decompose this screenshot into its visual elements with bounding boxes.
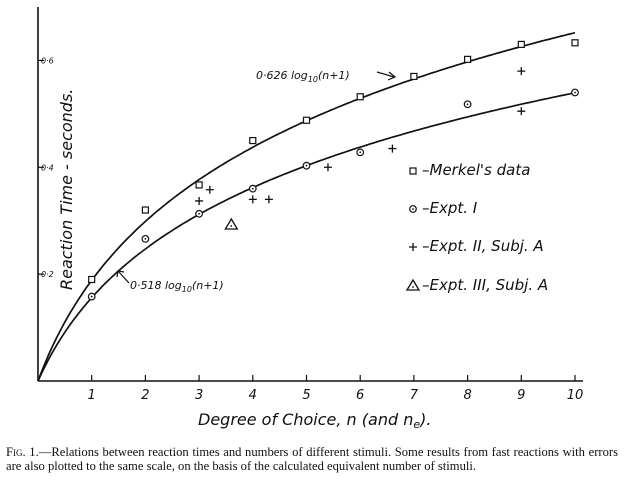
legend-marker-triangle bbox=[405, 278, 421, 291]
caption-text: —Relations between reaction times and nu… bbox=[6, 445, 618, 473]
x-tick-label: 2 bbox=[141, 388, 149, 403]
data-point-circle bbox=[248, 184, 257, 193]
data-point-circle bbox=[302, 161, 311, 170]
y-tick-label: 0·6 bbox=[41, 56, 54, 65]
curve-upper-arrowhead bbox=[387, 71, 397, 81]
data-point-square bbox=[302, 116, 311, 124]
chart: 1 2 3 4 5 6 7 8 9 10 0·2 0·4 0·6 0·626 log10(n+1) 0·5… bbox=[37, 7, 584, 431]
data-point-circle bbox=[463, 100, 472, 109]
x-tick-label: 9 bbox=[517, 388, 525, 403]
legend-marker-plus bbox=[409, 243, 417, 251]
data-point-circle bbox=[571, 88, 579, 97]
x-tick-label: 3 bbox=[195, 388, 203, 403]
legend-item: –Merkel's data bbox=[409, 161, 530, 179]
data-point-plus bbox=[195, 196, 204, 205]
circle-dot bbox=[305, 164, 308, 167]
circle-dot bbox=[412, 208, 414, 210]
data-point-square bbox=[464, 55, 472, 63]
series-plus bbox=[195, 67, 526, 205]
legend: –Merkel's data –Expt. I –Expt. II, Subj. A… bbox=[405, 161, 548, 294]
x-tick-label: 7 bbox=[410, 388, 419, 403]
data-point-square bbox=[517, 40, 525, 49]
triangle-outline bbox=[224, 217, 239, 230]
data-point-square bbox=[88, 275, 96, 284]
curve-lower-pointer bbox=[117, 270, 130, 284]
y-tick-label: 0·4 bbox=[41, 163, 54, 172]
y-axis-label: Reaction Time - seconds. bbox=[57, 89, 76, 290]
y-tick-label: 0·2 bbox=[41, 270, 54, 279]
data-point-plus bbox=[517, 67, 526, 76]
series-square bbox=[88, 39, 579, 284]
x-tick-label: 5 bbox=[302, 388, 310, 403]
data-point-circle bbox=[141, 234, 150, 243]
circle-dot bbox=[144, 237, 147, 240]
data-point-square bbox=[141, 206, 149, 214]
x-tick-label: 10 bbox=[567, 388, 584, 403]
circle-dot bbox=[466, 103, 469, 106]
x-tick-label: 8 bbox=[463, 388, 471, 403]
curve-lower-label: 0·518 log10(n+1) bbox=[130, 279, 224, 294]
curve-lower-arrowhead bbox=[116, 270, 125, 278]
triangle-dot bbox=[230, 225, 233, 227]
fitted-curves: 0·626 log10(n+1) 0·518 log10(n+1) bbox=[37, 31, 576, 382]
triangle-outline bbox=[405, 278, 421, 291]
legend-marker-square bbox=[409, 167, 417, 175]
triangle-dot bbox=[412, 286, 414, 288]
data-point-square bbox=[410, 72, 418, 81]
legend-label: –Expt. II, Subj. A bbox=[422, 237, 544, 255]
x-axis-label: Degree of Choice, n (and ne). bbox=[198, 410, 431, 431]
data-point-triangle bbox=[224, 217, 239, 230]
caption-lead: Fig. 1. bbox=[6, 445, 39, 459]
data-point-plus bbox=[264, 195, 273, 204]
x-tick-label: 4 bbox=[249, 388, 257, 403]
data-point-plus bbox=[517, 107, 526, 116]
curve-upper bbox=[37, 31, 576, 382]
legend-marker-circle bbox=[409, 205, 417, 213]
legend-label: –Expt. III, Subj. A bbox=[422, 276, 548, 294]
circle-dot bbox=[251, 187, 254, 190]
data-point-square bbox=[571, 39, 579, 47]
circle-dot bbox=[574, 91, 576, 94]
figure-caption: Fig. 1.—Relations between reaction times… bbox=[6, 445, 618, 473]
series-triangle bbox=[224, 217, 239, 230]
data-point-plus bbox=[323, 163, 332, 172]
legend-item: –Expt. I bbox=[409, 199, 478, 217]
legend-item: –Expt. II, Subj. A bbox=[409, 237, 544, 255]
axes: 1 2 3 4 5 6 7 8 9 10 0·2 0·4 0·6 bbox=[37, 7, 584, 403]
circle-dot bbox=[90, 295, 93, 298]
data-points bbox=[87, 39, 579, 301]
data-point-circle bbox=[356, 148, 365, 157]
x-tick-label: 1 bbox=[88, 388, 96, 403]
circle-dot bbox=[198, 212, 201, 215]
data-point-square bbox=[249, 136, 257, 145]
data-point-plus bbox=[388, 144, 397, 153]
x-tick-label: 6 bbox=[356, 388, 364, 403]
legend-item: –Expt. III, Subj. A bbox=[405, 276, 548, 294]
data-point-plus bbox=[205, 185, 214, 194]
data-point-circle bbox=[87, 292, 96, 301]
legend-label: –Merkel's data bbox=[422, 161, 530, 179]
curve-upper-pointer bbox=[376, 71, 395, 78]
series-circle bbox=[87, 88, 579, 301]
legend-label: –Expt. I bbox=[422, 199, 478, 217]
axis-labels: Reaction Time - seconds. Degree of Choice… bbox=[57, 89, 431, 431]
data-point-square bbox=[356, 93, 364, 101]
curve-upper-label: 0·626 log10(n+1) bbox=[256, 69, 350, 84]
data-point-square bbox=[195, 181, 203, 189]
data-point-plus bbox=[248, 195, 257, 204]
data-point-circle bbox=[195, 209, 204, 218]
circle-dot bbox=[359, 151, 362, 154]
